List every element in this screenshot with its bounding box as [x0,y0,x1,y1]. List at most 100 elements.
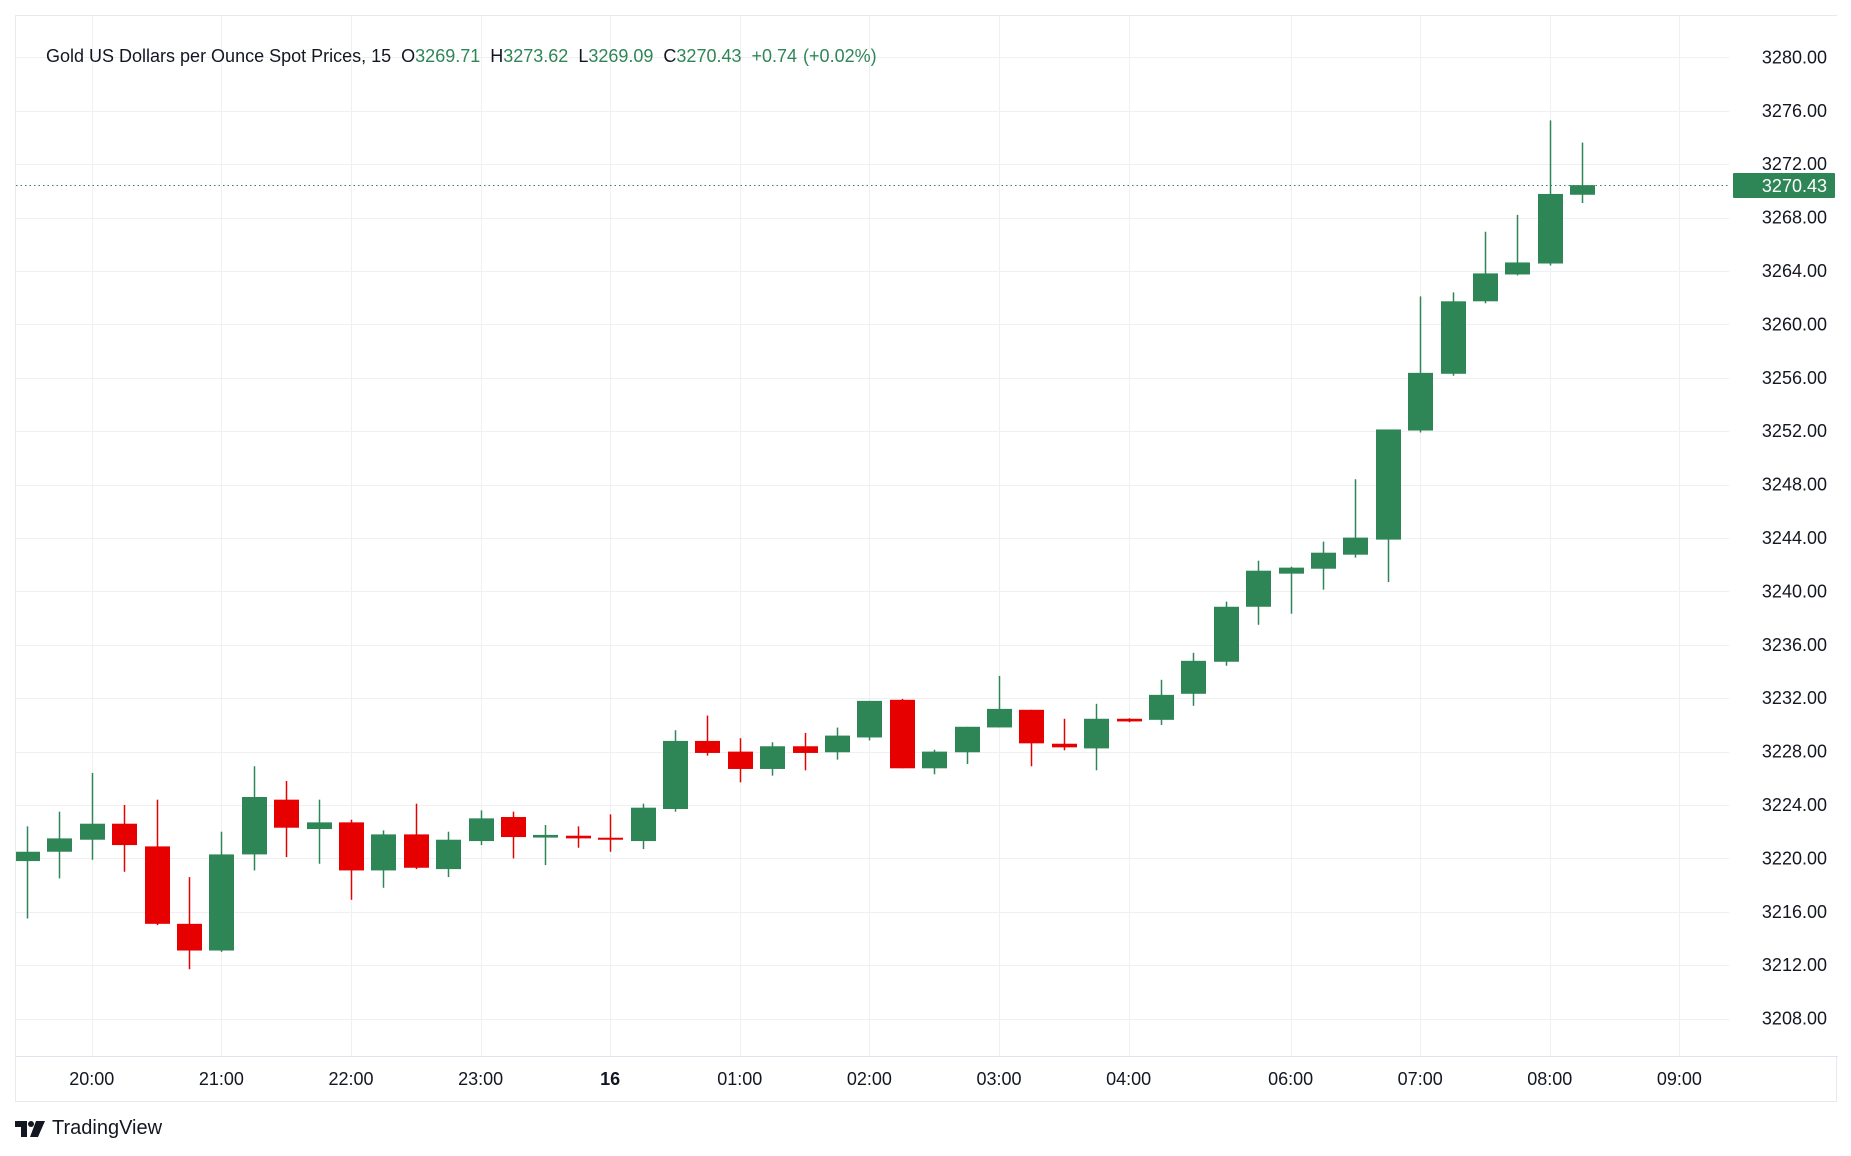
candle-body-up[interactable] [1343,537,1368,555]
time-axis-label: 08:00 [1527,1069,1572,1089]
price-axis-label: 3276.00 [1762,101,1827,121]
close-value: 3270.43 [676,46,742,66]
price-axis-label: 3224.00 [1762,795,1827,815]
candle-body-up[interactable] [1246,570,1271,607]
candle-body-down[interactable] [404,834,429,868]
candle-body-up[interactable] [1311,552,1336,569]
time-axis-label: 01:00 [717,1069,762,1089]
candle-body-up[interactable] [371,834,396,871]
price-axis-label: 3280.00 [1762,47,1827,67]
time-axis-label: 02:00 [847,1069,892,1089]
candle-body-down[interactable] [695,740,720,753]
candle-body-up[interactable] [307,822,332,830]
candle-body-up[interactable] [1279,567,1304,574]
candle-body-up[interactable] [1441,301,1466,374]
time-axis-label: 16 [600,1069,620,1089]
price-axis-label: 3252.00 [1762,421,1827,441]
candle-body-up[interactable] [242,797,267,855]
change-percent: (+0.02%) [803,46,877,66]
price-axis-label: 3236.00 [1762,635,1827,655]
price-axis-label: 3272.00 [1762,154,1827,174]
candle-body-up[interactable] [47,838,72,852]
candle-body-down[interactable] [1019,709,1044,744]
open-value: 3269.71 [415,46,481,66]
price-axis-label: 3220.00 [1762,848,1827,868]
time-axis-label: 23:00 [458,1069,503,1089]
candle-body-up[interactable] [533,834,558,838]
last-price-label: 3270.43 [1762,176,1827,196]
candle-body-down[interactable] [598,837,623,840]
candle-body-down[interactable] [112,823,137,846]
candle-body-down[interactable] [793,746,818,753]
time-axis-label: 07:00 [1398,1069,1443,1089]
high-value: 3273.62 [503,46,569,66]
price-axis-label: 3240.00 [1762,581,1827,601]
time-axis[interactable] [16,1057,1836,1101]
candle-body-up[interactable] [825,735,850,753]
candle-body-up[interactable] [631,807,656,842]
candlestick-chart[interactable]: 3208.00 3212.00 3216.00 3220.00 3224.00 3228.… [16,16,1838,1103]
candle-body-down[interactable] [890,699,915,769]
price-axis-label: 3228.00 [1762,742,1827,762]
close-label: C [663,46,677,66]
price-axis-label: 3248.00 [1762,475,1827,495]
candle-body-down[interactable] [566,835,591,839]
candle-body-up[interactable] [80,823,105,840]
candle-body-up[interactable] [760,746,785,769]
candle-body-up[interactable] [209,854,234,951]
candle-body-down[interactable] [1117,718,1142,722]
candle-body-up[interactable] [1181,660,1206,694]
candle-body-up[interactable] [987,708,1012,728]
price-axis-label: 3264.00 [1762,261,1827,281]
price-axis-label: 3232.00 [1762,688,1827,708]
candle-body-up[interactable] [1149,694,1174,720]
tradingview-logo-text: TradingView [52,1117,163,1139]
candle-body-up[interactable] [1570,185,1595,195]
candle-body-down[interactable] [501,817,526,838]
candle-body-up[interactable] [1505,262,1530,275]
candle-body-up[interactable] [1376,429,1401,540]
low-label: L [578,46,589,66]
price-axis-label: 3208.00 [1762,1009,1827,1029]
candle-body-up[interactable] [469,818,494,842]
time-axis-label: 03:00 [976,1069,1021,1089]
time-axis-label: 22:00 [328,1069,373,1089]
last-price-badge [1733,173,1835,198]
tradingview-logo[interactable]: TradingView [15,1117,162,1140]
open-label: O [401,46,416,66]
candle-body-up[interactable] [436,839,461,870]
time-axis-label: 20:00 [69,1069,114,1089]
time-axis-label: 09:00 [1657,1069,1702,1089]
candle-body-up[interactable] [1473,273,1498,302]
candle-body-down[interactable] [728,751,753,769]
candle-body-up[interactable] [1408,372,1433,431]
change-value: +0.74 [751,46,798,66]
tradingview-logo-icon [15,1120,45,1137]
symbol-title: Gold US Dollars per Ounce Spot Prices, 1… [46,46,392,66]
high-label: H [490,46,504,66]
time-axis-label: 21:00 [199,1069,244,1089]
price-axis-label: 3268.00 [1762,208,1827,228]
candle-body-up[interactable] [922,751,947,769]
candle-body-down[interactable] [1052,743,1077,748]
candle-body-down[interactable] [145,846,170,924]
price-axis-label: 3244.00 [1762,528,1827,548]
chart-container[interactable]: 3208.00 3212.00 3216.00 3220.00 3224.00 3228.… [15,15,1838,1103]
time-axis-label: 04:00 [1106,1069,1151,1089]
time-axis-label: 06:00 [1268,1069,1313,1089]
symbol-legend: Gold US Dollars per Ounce Spot Prices, 1… [46,46,877,67]
price-axis-label: 3212.00 [1762,955,1827,975]
candle-body-up[interactable] [955,726,980,753]
candle-body-up[interactable] [1214,606,1239,662]
candle-body-up[interactable] [663,740,688,810]
price-axis-label: 3216.00 [1762,902,1827,922]
candle-body-up[interactable] [1538,193,1563,264]
candle-body-down[interactable] [274,799,299,828]
candle-body-up[interactable] [857,700,882,738]
candle-body-down[interactable] [339,822,364,871]
candle-body-up[interactable] [16,851,40,862]
price-axis-label: 3256.00 [1762,368,1827,388]
low-value: 3269.09 [588,46,654,66]
candle-body-down[interactable] [177,923,202,951]
candle-body-up[interactable] [1084,718,1109,749]
